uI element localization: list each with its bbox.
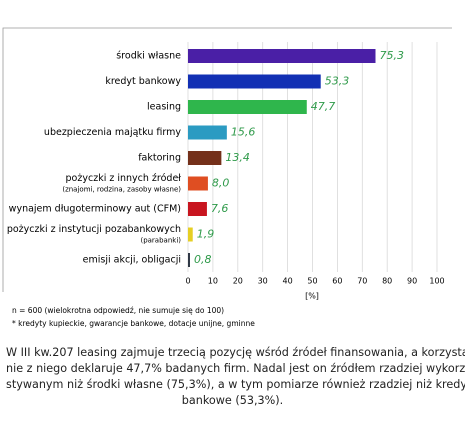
- value-label: 13,4: [225, 151, 250, 164]
- x-tick-label: 70: [357, 277, 367, 286]
- x-tick-label: 10: [208, 277, 218, 286]
- x-axis-label: [%]: [305, 292, 319, 301]
- x-tick-label: 80: [382, 277, 392, 286]
- x-tick-label: 100: [429, 277, 444, 286]
- x-tick-label: 0: [185, 277, 190, 286]
- paragraph-line: nie z niego deklaruje 47,7% badanych fir…: [6, 362, 465, 375]
- bar: [188, 202, 207, 216]
- x-tick-label: 60: [332, 277, 342, 286]
- bar: [188, 100, 307, 114]
- value-label: 1,9: [197, 228, 215, 241]
- y-tick-note: (znajomi, rodzina, zasoby własne): [62, 186, 181, 194]
- bar: [188, 125, 227, 140]
- bar: [188, 49, 376, 63]
- value-label: 15,6: [231, 126, 256, 139]
- x-tick-label: 50: [307, 277, 317, 286]
- paragraph-line: bankowe (53,3%).: [181, 394, 284, 407]
- y-tick-label: emisji akcji, obligacji: [83, 255, 181, 266]
- y-tick-note: (parabanki): [140, 237, 181, 245]
- y-tick-label: faktoring: [138, 153, 181, 164]
- bar: [188, 227, 193, 242]
- bar: [188, 176, 208, 191]
- paragraph: W III kw.207 leasing zajmuje trzecią poz…: [6, 345, 465, 409]
- paragraph-line: stywanym niż środki własne (75,3%), a w …: [6, 378, 465, 391]
- bar: [188, 253, 190, 267]
- x-tick-label: 30: [258, 277, 268, 286]
- y-tick-label: kredyt bankowy: [105, 76, 181, 87]
- note: n = 600 (wielokrotna odpowiedź, nie sumu…: [12, 306, 224, 315]
- value-label: 75,3: [379, 49, 404, 62]
- value-label: 53,3: [325, 75, 350, 88]
- value-label: 0,8: [194, 253, 212, 266]
- x-tick-label: 90: [407, 277, 417, 286]
- x-tick-label: 40: [283, 277, 293, 286]
- value-label: 8,0: [212, 177, 230, 190]
- value-label: 47,7: [311, 100, 336, 113]
- note: * kredyty kupieckie, gwarancje bankowe, …: [12, 319, 255, 328]
- paragraph-line: W III kw.207 leasing zajmuje trzecią poz…: [6, 346, 465, 359]
- y-tick-label: pożyczki z innych źródeł: [66, 173, 182, 184]
- y-tick-label: leasing: [147, 102, 181, 113]
- bar: [188, 151, 222, 165]
- y-tick-label: pożyczki z instytucji pozabankowych: [7, 224, 181, 235]
- x-tick-label: 20: [233, 277, 243, 286]
- y-tick-label: ubezpieczenia majątku firmy: [44, 127, 181, 138]
- value-label: 7,6: [211, 202, 229, 215]
- bar: [188, 74, 321, 89]
- y-tick-label: środki własne: [116, 51, 181, 62]
- chart: [%] n = 600 (wielokrotna odpowiedź, nie …: [2, 27, 452, 328]
- y-tick-label: wynajem długoterminowy aut (CFM): [9, 204, 181, 215]
- frame: [2, 27, 452, 292]
